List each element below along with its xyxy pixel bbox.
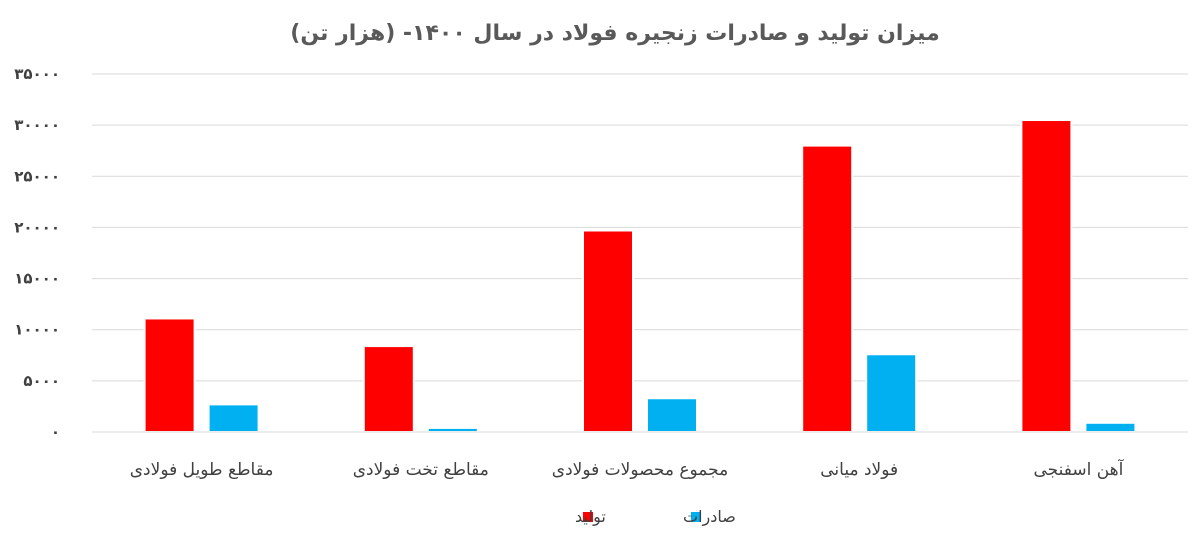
x-category-label: فولاد میانی xyxy=(820,460,898,480)
legend-swatch xyxy=(583,512,593,522)
y-tick-label: ۱۰۰۰۰ xyxy=(14,321,60,339)
y-tick-label: ۳۰۰۰۰ xyxy=(14,116,60,134)
legend-label: تولید xyxy=(575,507,606,527)
bar-export xyxy=(426,426,479,433)
bar-export xyxy=(207,403,260,433)
y-tick-label: ۳۵۰۰۰ xyxy=(14,65,60,83)
legend-swatch xyxy=(691,512,701,522)
y-tick-label: ۰ xyxy=(51,423,60,441)
bar-production xyxy=(143,317,196,433)
x-category-label: مقاطع تخت فولادی xyxy=(353,460,489,480)
legend-label: صادرات xyxy=(683,507,736,527)
bar-production xyxy=(582,229,634,433)
x-axis-categories: آهن اسفنجی فولاد میانی مجموع محصولات فولاد… xyxy=(130,458,1125,480)
chart-title: میزان تولید و صادرات زنجیره فولاد در سال… xyxy=(290,21,939,46)
bars xyxy=(143,119,1137,434)
x-category-label: مجموع محصولات فولادی xyxy=(552,460,728,480)
y-axis-ticks: ۰ ۵۰۰۰ ۱۰۰۰۰ ۱۵۰۰۰ ۲۰۰۰۰ ۲۵۰۰۰ ۳۰۰۰۰ ۳۵۰۰۰ xyxy=(14,65,60,441)
y-tick-label: ۲۵۰۰۰ xyxy=(14,167,60,185)
x-category-label: آهن اسفنجی xyxy=(1033,458,1124,480)
legend: تولید صادرات xyxy=(575,507,736,527)
bar-production xyxy=(362,345,415,433)
bar-export xyxy=(865,353,918,433)
y-tick-label: ۵۰۰۰ xyxy=(23,372,60,390)
bar-production xyxy=(1020,119,1073,434)
bar-production xyxy=(801,144,854,433)
y-tick-label: ۱۵۰۰۰ xyxy=(14,270,60,288)
x-category-label: مقاطع طویل فولادی xyxy=(130,460,274,480)
gridlines xyxy=(92,73,1188,382)
bar-export xyxy=(646,397,698,434)
bar-export xyxy=(1084,421,1137,433)
y-tick-label: ۲۰۰۰۰ xyxy=(14,218,60,236)
